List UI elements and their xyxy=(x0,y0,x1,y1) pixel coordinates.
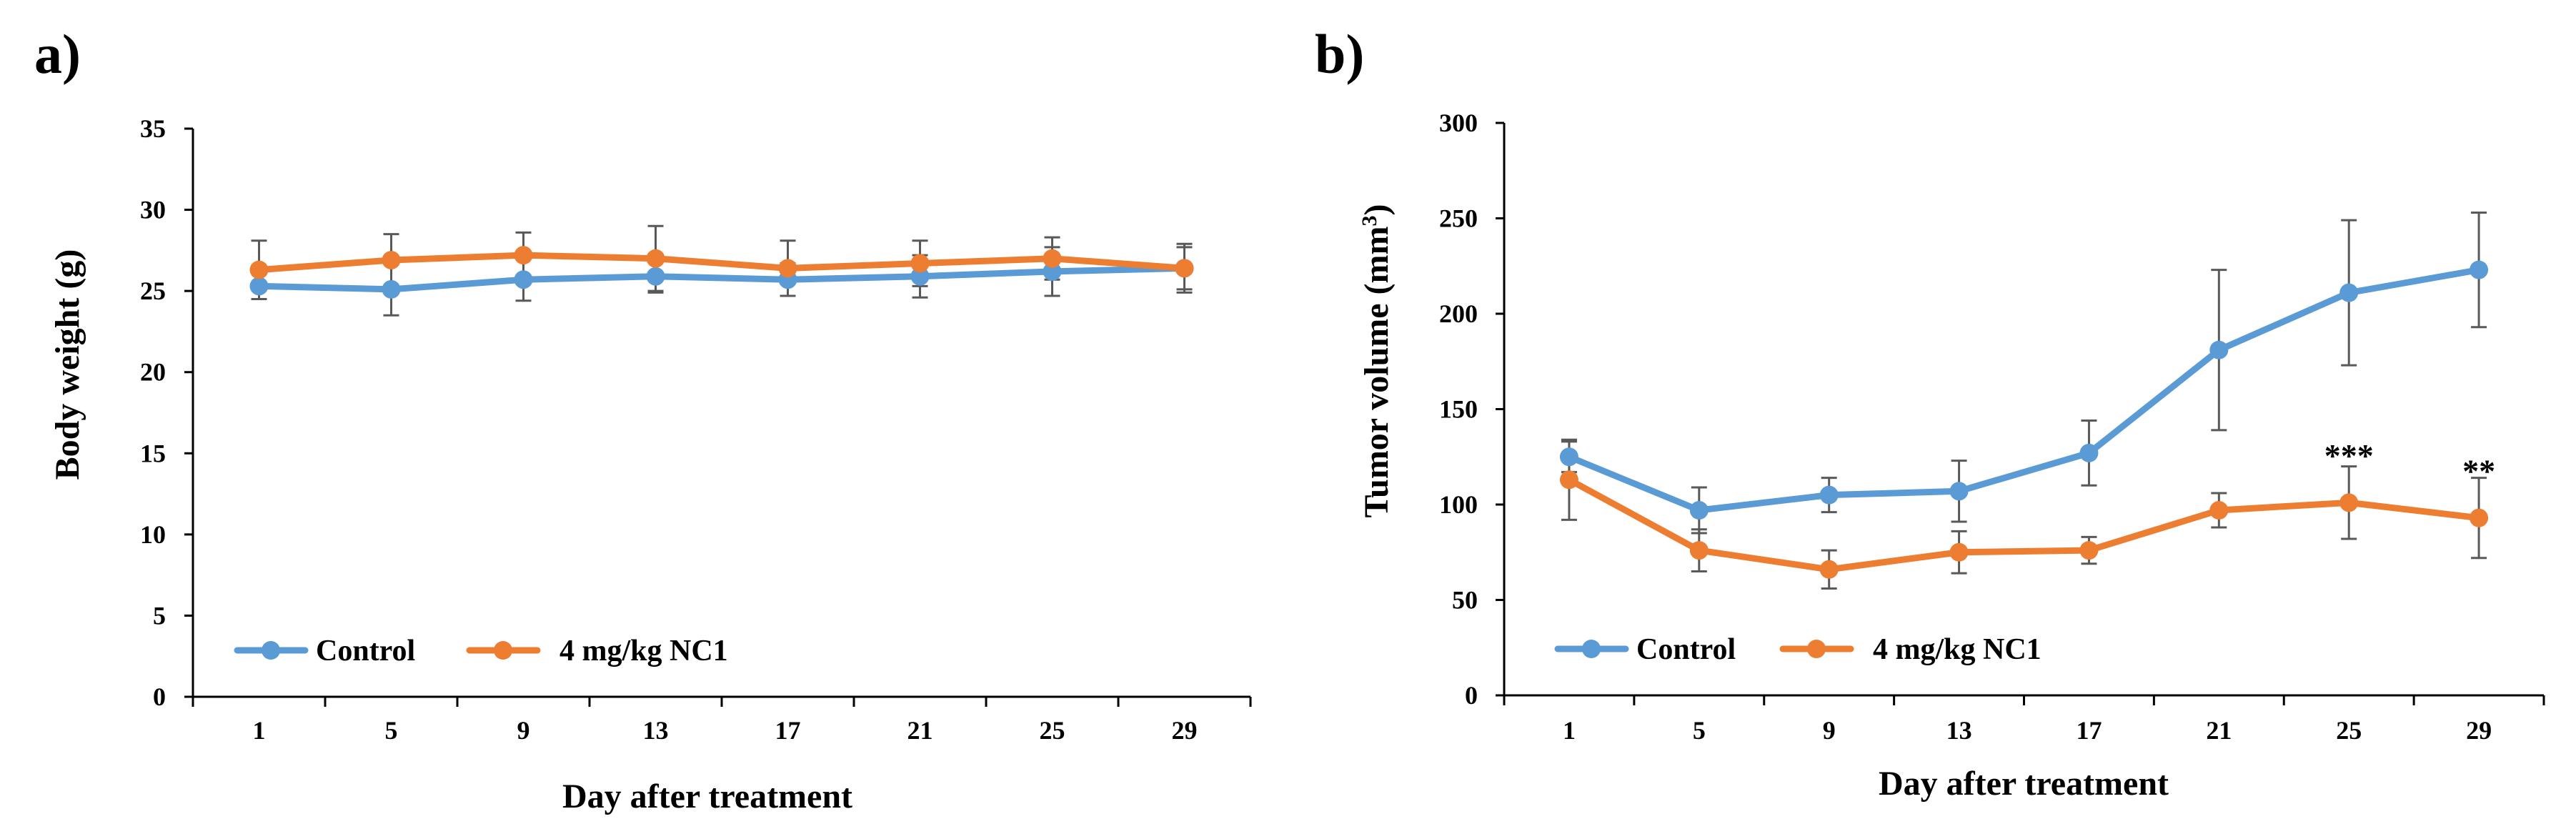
a-control-series-line xyxy=(256,264,1188,293)
b-control-data-point xyxy=(2339,283,2359,302)
b-nc1-data-point xyxy=(2209,501,2229,520)
b-significance-label: *** xyxy=(2324,437,2374,474)
b-control-series-line xyxy=(1566,267,2482,514)
b-nc1-data-point xyxy=(2079,541,2099,560)
panel-a-label: a) xyxy=(34,23,81,85)
panel-a: a) Day after treatment Body weight (g) 0… xyxy=(34,23,1252,815)
b-significance-label: ** xyxy=(2462,453,2495,490)
b-y-tick-label: 150 xyxy=(1439,395,1478,424)
a-y-tick-label: 25 xyxy=(140,277,166,305)
b-nc1-data-point xyxy=(2470,508,2489,527)
b-x-tick-label: 9 xyxy=(1823,716,1836,745)
a-legend-nc1-marker xyxy=(494,641,512,660)
a-x-tick-label: 29 xyxy=(1172,716,1198,745)
a-control-data-point xyxy=(1043,262,1062,281)
b-control-data-point xyxy=(2079,443,2099,462)
a-nc1-data-point xyxy=(1043,249,1062,268)
a-y-tick-label: 35 xyxy=(140,114,166,143)
a-y-tick-label: 30 xyxy=(140,196,166,224)
a-nc1-data-point xyxy=(382,250,401,269)
b-x-tick-label: 13 xyxy=(1946,716,1972,745)
panel-a-y-axis-title: Body weight (g) xyxy=(49,249,86,480)
b-control-data-point xyxy=(1689,501,1709,520)
b-legend-control-marker xyxy=(1582,640,1601,658)
b-nc1-data-point xyxy=(1949,542,1969,562)
a-nc1-data-point xyxy=(910,254,930,273)
b-control-data-point xyxy=(1949,482,1969,501)
a-x-tick-label: 5 xyxy=(385,716,398,745)
b-y-tick-label: 50 xyxy=(1452,586,1478,615)
a-nc1-data-point xyxy=(514,246,533,265)
b-x-tick-label: 1 xyxy=(1563,716,1576,745)
b-control-data-point xyxy=(1819,485,1839,505)
a-x-tick-label: 25 xyxy=(1040,716,1065,745)
b-control-data-point xyxy=(1559,447,1578,467)
b-y-tick-label: 0 xyxy=(1465,681,1478,710)
b-nc1-data-point xyxy=(1689,541,1709,560)
b-y-tick-label: 300 xyxy=(1439,109,1478,137)
b-legend-control-label: Control xyxy=(1636,633,1736,666)
b-nc1-data-point xyxy=(1819,560,1839,579)
a-nc1-data-point xyxy=(778,259,797,278)
b-control-data-point xyxy=(2209,340,2229,359)
b-legend: Control 4 mg/kg NC1 xyxy=(1554,633,2042,666)
a-control-data-point xyxy=(910,267,930,286)
panel-b-y-axis-title-superscript: 3 xyxy=(1358,215,1381,226)
a-x-tick-label: 9 xyxy=(517,716,530,745)
a-nc1-data-point xyxy=(249,260,269,279)
panel-b-y-axis-title: Tumor volume (mm3) xyxy=(1358,204,1396,518)
b-x-tick-label: 21 xyxy=(2206,716,2232,745)
b-control-data-point xyxy=(2470,260,2489,279)
a-legend-control-marker xyxy=(262,641,280,660)
a-nc1-data-point xyxy=(646,249,665,268)
b-x-tick-label: 29 xyxy=(2466,716,2492,745)
b-nc1-series-line xyxy=(1566,476,2482,573)
b-x-tick-label: 17 xyxy=(2076,716,2102,745)
a-y-tick-label: 0 xyxy=(153,682,166,711)
b-legend-nc1-marker xyxy=(1807,640,1826,658)
a-y-tick-label: 15 xyxy=(140,439,166,467)
panel-b-y-axis-title-main: Tumor volume (mm xyxy=(1358,226,1396,517)
a-legend-nc1-label: 4 mg/kg NC1 xyxy=(560,635,728,667)
a-x-tick-label: 1 xyxy=(253,716,266,745)
panel-b-y-axis-title-end: ) xyxy=(1358,204,1396,216)
b-y-tick-label: 250 xyxy=(1439,204,1478,233)
a-nc1-data-point xyxy=(1175,259,1194,278)
a-legend-control-label: Control xyxy=(316,635,415,667)
panel-a-x-axis-title: Day after treatment xyxy=(562,778,852,815)
a-x-tick-label: 17 xyxy=(775,716,801,745)
a-legend: Control 4 mg/kg NC1 xyxy=(234,635,728,667)
b-y-tick-label: 100 xyxy=(1439,490,1478,519)
b-x-tick-label: 5 xyxy=(1693,716,1706,745)
a-y-tick-label: 10 xyxy=(140,520,166,549)
b-nc1-data-point xyxy=(2339,493,2359,512)
a-x-tick-label: 13 xyxy=(643,716,669,745)
a-control-data-point xyxy=(646,267,665,286)
b-legend-nc1-label: 4 mg/kg NC1 xyxy=(1873,633,2042,666)
a-control-data-point xyxy=(382,279,401,299)
a-control-data-point xyxy=(514,270,533,289)
panel-b-label: b) xyxy=(1315,23,1364,85)
panel-b-x-axis-title: Day after treatment xyxy=(1879,765,2169,803)
b-nc1-data-point xyxy=(1559,470,1578,490)
b-y-tick-label: 200 xyxy=(1439,299,1478,328)
a-nc1-series-line xyxy=(256,252,1188,274)
a-control-data-point xyxy=(249,277,269,296)
a-x-tick-label: 21 xyxy=(907,716,933,745)
panel-b: b) Day after treatment Tumor volume (mm3… xyxy=(1315,23,2545,803)
b-x-tick-label: 25 xyxy=(2336,716,2362,745)
a-y-tick-label: 20 xyxy=(140,358,166,387)
a-y-tick-label: 5 xyxy=(153,601,166,630)
